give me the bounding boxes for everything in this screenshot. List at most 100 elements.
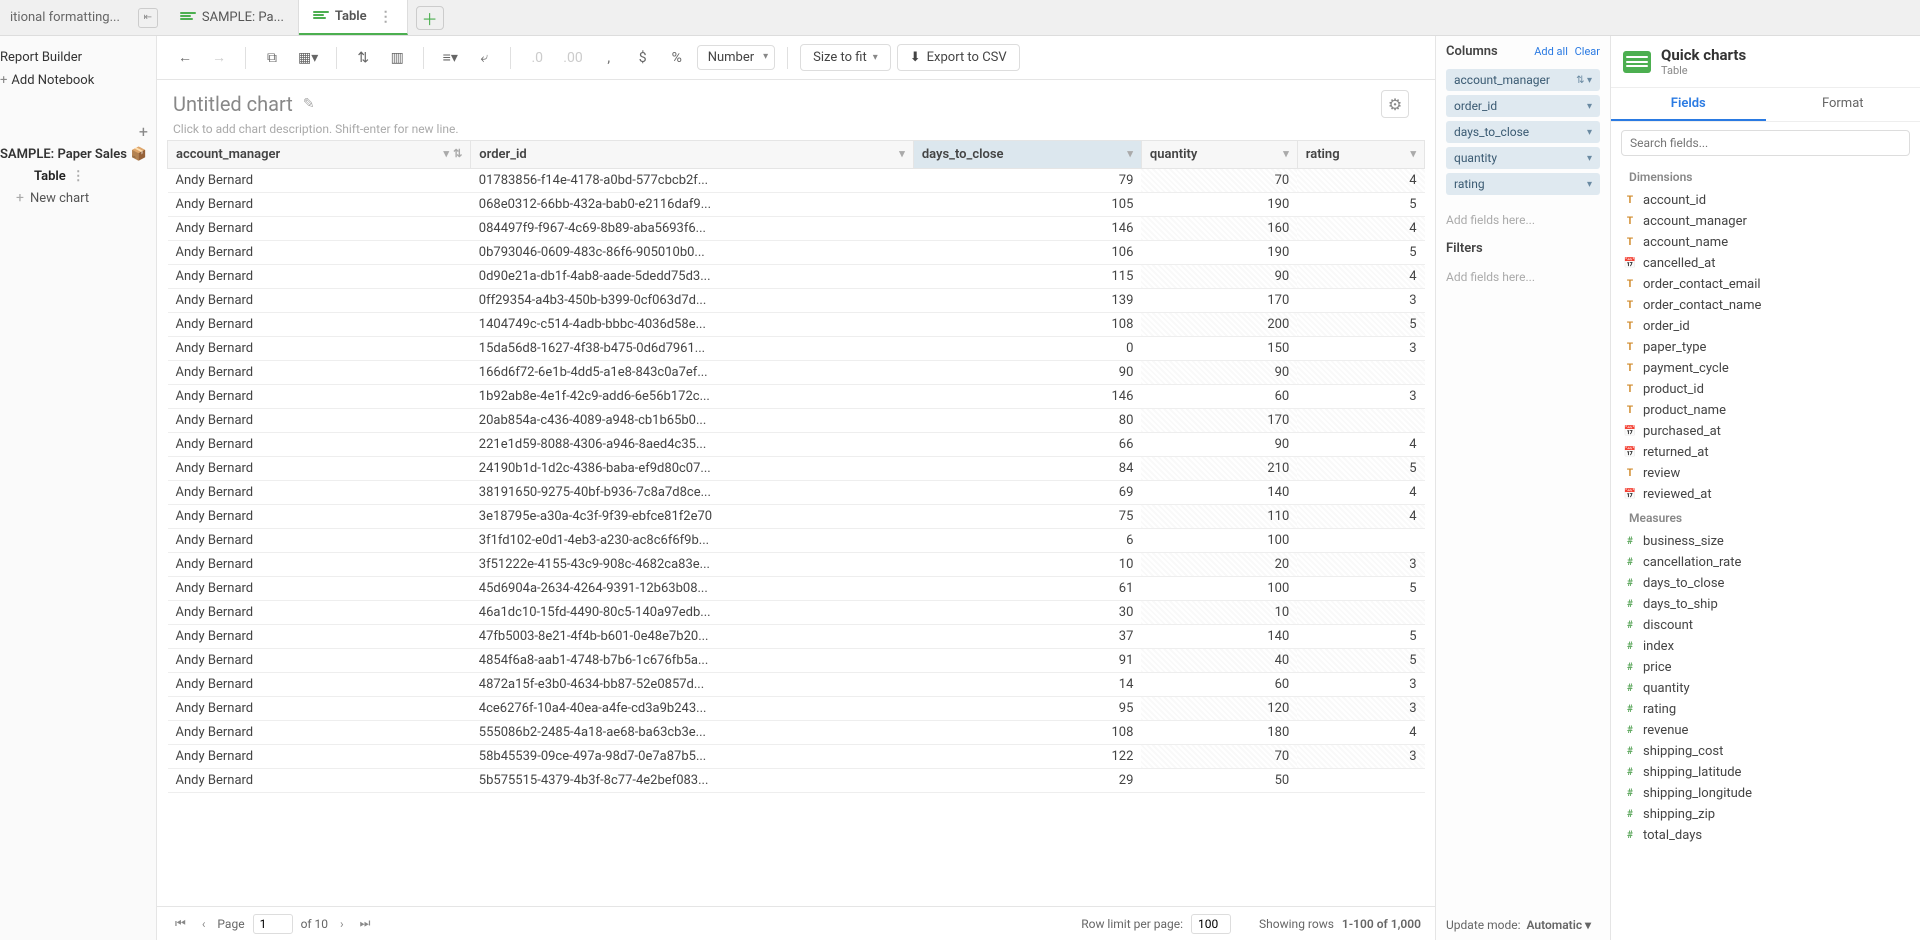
table-row[interactable]: Andy Bernard45d6904a-2634-4264-9391-12b6…	[168, 577, 1425, 601]
tree-item-table[interactable]: Table ⋮	[0, 166, 156, 187]
add-datasource-icon[interactable]: +	[139, 122, 148, 141]
table-row[interactable]: Andy Bernard555086b2-2485-4a18-ae68-ba63…	[168, 721, 1425, 745]
field-item[interactable]: Torder_contact_email	[1617, 274, 1914, 295]
forward-button[interactable]: →	[205, 44, 233, 72]
field-item[interactable]: #index	[1617, 636, 1914, 657]
nav-add-notebook[interactable]: +Add Notebook	[0, 69, 156, 92]
table-row[interactable]: Andy Bernard0ff29354-a4b3-450b-b399-0cf0…	[168, 289, 1425, 313]
page-input[interactable]	[253, 914, 293, 934]
tab-sample[interactable]: SAMPLE: Pa...	[166, 0, 299, 35]
table-row[interactable]: Andy Bernard38191650-9275-40bf-b936-7c8a…	[168, 481, 1425, 505]
thousands-icon[interactable]: ,	[595, 44, 623, 72]
precision-decrease-icon[interactable]: .0	[523, 44, 551, 72]
column-header[interactable]: order_id▾	[471, 141, 914, 169]
field-item[interactable]: Taccount_manager	[1617, 211, 1914, 232]
page-last-icon[interactable]: ⏭	[356, 916, 375, 931]
add-tab-button[interactable]: ＋	[416, 6, 444, 30]
table-row[interactable]: Andy Bernard068e0312-66bb-432a-bab0-e211…	[168, 193, 1425, 217]
field-item[interactable]: #shipping_cost	[1617, 741, 1914, 762]
field-item[interactable]: 📅cancelled_at	[1617, 253, 1914, 274]
datasource-name[interactable]: SAMPLE: Paper Sales📦	[0, 141, 156, 166]
table-row[interactable]: Andy Bernard1404749c-c514-4adb-bbbc-4036…	[168, 313, 1425, 337]
chevron-down-icon[interactable]: ▾	[1587, 127, 1592, 138]
size-to-fit-button[interactable]: Size to fit▾	[800, 44, 891, 71]
field-item[interactable]: #business_size	[1617, 531, 1914, 552]
field-item[interactable]: Taccount_id	[1617, 190, 1914, 211]
table-row[interactable]: Andy Bernard166d6f72-6e1b-4dd5-a1e8-843c…	[168, 361, 1425, 385]
table-row[interactable]: Andy Bernard24190b1d-1d2c-4386-baba-ef9d…	[168, 457, 1425, 481]
column-pill[interactable]: quantity▾	[1446, 147, 1600, 169]
sort-icon[interactable]: ⇅	[349, 44, 377, 72]
precision-increase-icon[interactable]: .00	[557, 44, 588, 72]
table-row[interactable]: Andy Bernard3f51222e-4155-43c9-908c-4682…	[168, 553, 1425, 577]
field-item[interactable]: #price	[1617, 657, 1914, 678]
tab-format[interactable]: Format	[1766, 88, 1920, 121]
chevron-down-icon[interactable]: ▾	[899, 147, 905, 160]
field-item[interactable]: Treview	[1617, 463, 1914, 484]
collapse-sidebar-icon[interactable]: ⇤	[138, 8, 158, 28]
field-item[interactable]: Tproduct_name	[1617, 400, 1914, 421]
columns-icon[interactable]: ▥	[383, 44, 411, 72]
table-row[interactable]: Andy Bernard3e18795e-a30a-4c3f-9f39-ebfc…	[168, 505, 1425, 529]
column-header[interactable]: account_manager⇅▾	[168, 141, 471, 169]
chevron-down-icon[interactable]: ▾	[1587, 179, 1592, 190]
tree-item-menu-icon[interactable]: ⋮	[72, 169, 85, 184]
table-row[interactable]: Andy Bernard47fb5003-8e21-4f4b-b601-0e48…	[168, 625, 1425, 649]
field-item[interactable]: #shipping_zip	[1617, 804, 1914, 825]
tree-item-new-chart[interactable]: + New chart	[0, 187, 156, 209]
column-pill[interactable]: days_to_close▾	[1446, 121, 1600, 143]
field-item[interactable]: #days_to_close	[1617, 573, 1914, 594]
chevron-down-icon[interactable]: ▾	[444, 147, 450, 160]
field-item[interactable]: Torder_contact_name	[1617, 295, 1914, 316]
sort-icon[interactable]: ⇅	[453, 147, 462, 160]
chart-description[interactable]: Click to add chart description. Shift-en…	[173, 122, 1419, 136]
align-icon[interactable]: ≡▾	[436, 44, 464, 72]
back-button[interactable]: ←	[171, 44, 199, 72]
chevron-down-icon[interactable]: ▾	[1587, 153, 1592, 164]
add-fields-placeholder[interactable]: Add fields here...	[1446, 209, 1600, 231]
field-item[interactable]: 📅reviewed_at	[1617, 484, 1914, 505]
table-row[interactable]: Andy Bernard58b45539-09ce-497a-98d7-0e7a…	[168, 745, 1425, 769]
column-header[interactable]: days_to_close▾	[913, 141, 1141, 169]
export-csv-button[interactable]: ⬇Export to CSV	[897, 44, 1020, 71]
update-mode-value[interactable]: Automatic ▾	[1526, 918, 1591, 932]
table-row[interactable]: Andy Bernard3f1fd102-e0d1-4eb3-a230-ac8c…	[168, 529, 1425, 553]
table-row[interactable]: Andy Bernard1b92ab8e-4e1f-42c9-add6-6e56…	[168, 385, 1425, 409]
number-format-select[interactable]: Number	[697, 45, 775, 70]
table-row[interactable]: Andy Bernard4872a15f-e3b0-4634-bb87-52e0…	[168, 673, 1425, 697]
field-item[interactable]: #shipping_latitude	[1617, 762, 1914, 783]
add-all-link[interactable]: Add all	[1534, 45, 1568, 58]
page-first-icon[interactable]: ⏮	[171, 916, 190, 931]
page-prev-icon[interactable]: ‹	[198, 917, 210, 931]
tab-menu-icon[interactable]: ⋮	[379, 9, 393, 25]
field-item[interactable]: Taccount_name	[1617, 232, 1914, 253]
table-row[interactable]: Andy Bernard0b793046-0609-483c-86f6-9050…	[168, 241, 1425, 265]
chart-title[interactable]: Untitled chart	[173, 92, 293, 116]
column-header[interactable]: rating▾	[1297, 141, 1424, 169]
currency-icon[interactable]: $	[629, 44, 657, 72]
table-row[interactable]: Andy Bernard5b575515-4379-4b3f-8c77-4e2b…	[168, 769, 1425, 793]
table-row[interactable]: Andy Bernard01783856-f14e-4178-a0bd-577c…	[168, 169, 1425, 193]
percent-icon[interactable]: %	[663, 44, 691, 72]
copy-icon[interactable]: ⧉	[258, 44, 286, 72]
wrap-icon[interactable]: ⤶	[470, 44, 498, 72]
field-item[interactable]: #rating	[1617, 699, 1914, 720]
field-item[interactable]: #total_days	[1617, 825, 1914, 846]
table-row[interactable]: Andy Bernard46a1dc10-15fd-4490-80c5-140a…	[168, 601, 1425, 625]
field-item[interactable]: 📅purchased_at	[1617, 421, 1914, 442]
field-item[interactable]: Tpayment_cycle	[1617, 358, 1914, 379]
nav-report-builder[interactable]: Report Builder	[0, 46, 156, 69]
field-item[interactable]: Tpaper_type	[1617, 337, 1914, 358]
table-row[interactable]: Andy Bernard4854f6a8-aab1-4748-b7b6-1c67…	[168, 649, 1425, 673]
field-item[interactable]: Torder_id	[1617, 316, 1914, 337]
field-item[interactable]: #revenue	[1617, 720, 1914, 741]
chevron-down-icon[interactable]: ▾	[1283, 147, 1289, 160]
page-next-icon[interactable]: ›	[336, 917, 348, 931]
table-row[interactable]: Andy Bernard4ce6276f-10a4-40ea-a4fe-cd3a…	[168, 697, 1425, 721]
layout-icon[interactable]: ▦▾	[292, 44, 324, 72]
column-pill[interactable]: account_manager⇅ ▾	[1446, 69, 1600, 91]
column-pill[interactable]: order_id▾	[1446, 95, 1600, 117]
chevron-down-icon[interactable]: ▾	[1127, 147, 1133, 160]
field-item[interactable]: Tproduct_id	[1617, 379, 1914, 400]
column-header[interactable]: quantity▾	[1141, 141, 1297, 169]
